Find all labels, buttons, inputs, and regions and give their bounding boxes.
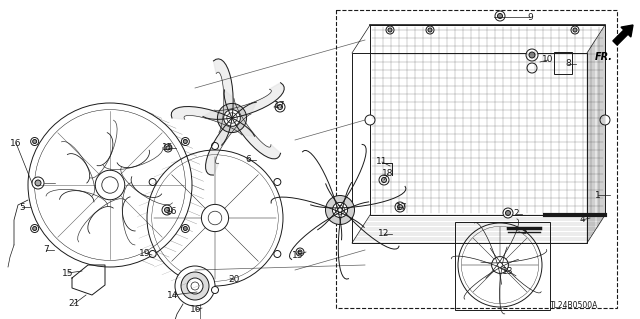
Circle shape	[428, 28, 432, 32]
Text: 20: 20	[228, 276, 240, 285]
Circle shape	[381, 177, 387, 182]
Circle shape	[503, 208, 513, 218]
Circle shape	[35, 180, 41, 186]
Circle shape	[326, 196, 355, 225]
Polygon shape	[224, 90, 280, 159]
Circle shape	[526, 49, 538, 61]
Text: 16: 16	[166, 207, 178, 217]
Text: 3: 3	[521, 227, 527, 236]
Polygon shape	[214, 59, 233, 145]
Circle shape	[365, 115, 375, 125]
Text: 16: 16	[190, 306, 202, 315]
Circle shape	[296, 248, 304, 256]
Text: 13: 13	[502, 268, 514, 277]
Circle shape	[31, 225, 38, 233]
Text: 6: 6	[245, 155, 251, 165]
Circle shape	[183, 226, 188, 231]
Circle shape	[33, 139, 36, 144]
Text: 4: 4	[579, 216, 585, 225]
Circle shape	[573, 28, 577, 32]
Circle shape	[166, 146, 170, 150]
Text: 5: 5	[19, 203, 25, 211]
Circle shape	[32, 177, 44, 189]
Circle shape	[164, 207, 170, 212]
Text: 9: 9	[527, 12, 533, 21]
Text: 8: 8	[565, 60, 571, 69]
Circle shape	[332, 203, 348, 218]
Circle shape	[388, 28, 392, 32]
Circle shape	[181, 137, 189, 145]
Text: 12: 12	[378, 229, 390, 239]
Circle shape	[149, 179, 156, 186]
FancyArrow shape	[613, 25, 633, 45]
Circle shape	[274, 250, 281, 257]
Text: 14: 14	[167, 291, 179, 300]
Text: 10: 10	[542, 56, 554, 64]
Circle shape	[149, 250, 156, 257]
Circle shape	[495, 11, 505, 21]
Circle shape	[187, 278, 203, 294]
Text: 15: 15	[292, 250, 304, 259]
Circle shape	[274, 179, 281, 186]
Circle shape	[218, 103, 246, 133]
Circle shape	[426, 26, 434, 34]
Text: 7: 7	[43, 246, 49, 255]
Circle shape	[379, 175, 389, 185]
Circle shape	[181, 272, 209, 300]
Circle shape	[224, 110, 241, 126]
Circle shape	[183, 139, 188, 144]
Circle shape	[527, 63, 537, 73]
Text: 19: 19	[140, 249, 151, 257]
Circle shape	[397, 204, 403, 210]
Bar	[554, 52, 572, 74]
Polygon shape	[205, 102, 257, 175]
Text: 17: 17	[275, 100, 285, 109]
Circle shape	[275, 102, 285, 112]
Circle shape	[506, 211, 511, 216]
Circle shape	[278, 105, 282, 109]
Circle shape	[571, 26, 579, 34]
Circle shape	[175, 266, 215, 306]
Text: 15: 15	[62, 269, 74, 278]
Circle shape	[386, 26, 394, 34]
Text: 18: 18	[382, 169, 394, 179]
Polygon shape	[203, 83, 284, 119]
Text: 17: 17	[396, 203, 408, 211]
Circle shape	[600, 115, 610, 125]
Circle shape	[211, 286, 218, 293]
Text: 2: 2	[513, 210, 519, 219]
Circle shape	[395, 202, 405, 212]
Text: FR.: FR.	[595, 52, 613, 62]
Text: 15: 15	[163, 144, 173, 152]
Polygon shape	[172, 107, 255, 136]
Circle shape	[529, 52, 535, 58]
Circle shape	[211, 143, 218, 150]
Text: 11: 11	[376, 158, 388, 167]
Text: 1: 1	[595, 190, 601, 199]
Circle shape	[497, 13, 502, 19]
Circle shape	[31, 137, 38, 145]
Circle shape	[33, 226, 36, 231]
Circle shape	[298, 250, 302, 254]
Circle shape	[162, 205, 172, 215]
Text: TL24B0500A: TL24B0500A	[550, 301, 598, 310]
Circle shape	[164, 144, 172, 152]
Text: 21: 21	[68, 300, 80, 308]
Text: 16: 16	[10, 138, 22, 147]
Circle shape	[181, 225, 189, 233]
Bar	[336, 10, 617, 308]
Bar	[455, 222, 550, 310]
